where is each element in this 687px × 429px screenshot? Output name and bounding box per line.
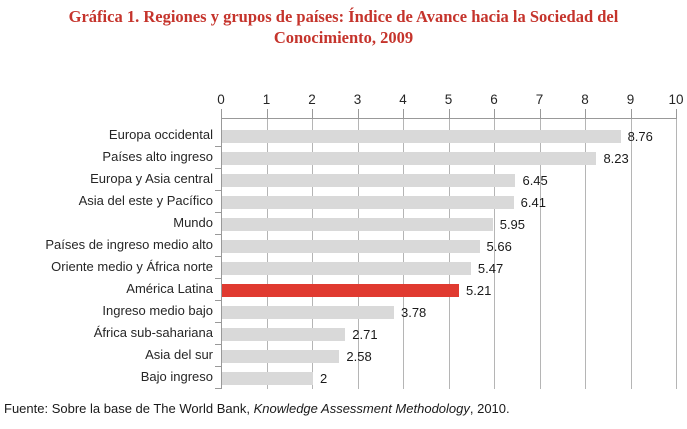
- category-label: Europa occidental: [108, 127, 213, 142]
- category-label: Oriente medio y África norte: [51, 259, 213, 274]
- x-axis-labels: 0 1 2 3 4 5 6 7 8 9 10: [217, 92, 683, 108]
- bar-value-label: 3.78: [400, 305, 427, 320]
- x-axis-tick-mark: [221, 109, 222, 118]
- bar-value-label: 5.21: [466, 283, 492, 298]
- y-axis-tick-mark: [215, 234, 221, 235]
- y-axis-tick-mark: [215, 168, 221, 169]
- bar: [222, 196, 514, 209]
- x-axis-tick-mark: [266, 109, 268, 118]
- x-axis-tick-mark: [448, 109, 450, 118]
- gridline: [266, 119, 268, 389]
- category-label: Asia del sur: [145, 347, 213, 362]
- bar: [222, 240, 480, 253]
- y-axis-tick-mark: [215, 212, 221, 213]
- x-axis-tick-label: 2: [308, 92, 316, 107]
- gridline: [357, 119, 359, 389]
- gridline: [539, 119, 541, 389]
- x-axis-tick-label: 7: [535, 92, 544, 107]
- chart-title-line2: Conocimiento, 2009: [273, 28, 414, 47]
- y-axis-tick-mark: [215, 300, 221, 301]
- bar: [222, 130, 621, 143]
- x-axis-tick-mark: [539, 109, 541, 118]
- x-axis-tick-mark: [630, 109, 632, 118]
- y-axis-tick-mark: [215, 388, 221, 389]
- bar: [222, 350, 340, 363]
- source-italic-title: Knowledge Assessment Methodology: [253, 401, 470, 416]
- x-axis-tick-mark: [403, 109, 404, 118]
- bar-value-label: 5.95: [499, 217, 526, 232]
- category-label: América Latina: [126, 281, 213, 296]
- y-axis-tick-mark: [215, 278, 221, 279]
- chart-title: Gráfica 1. Regiones y grupos de países: …: [0, 6, 687, 48]
- x-axis-tick-mark: [357, 109, 359, 118]
- bar-value-label: 2: [320, 371, 328, 386]
- y-axis-tick-mark: [215, 190, 221, 191]
- x-axis-tick-label: 9: [626, 92, 635, 107]
- x-axis-tick-mark: [676, 109, 677, 118]
- category-label: Asia del este y Pacífico: [78, 193, 213, 208]
- x-axis-tick-label: 0: [217, 92, 225, 107]
- x-axis-tick-label: 10: [668, 92, 684, 107]
- y-axis-tick-mark: [215, 256, 221, 257]
- bar: [222, 218, 493, 231]
- category-label: Mundo: [173, 215, 213, 230]
- chart-title-line1: Gráfica 1. Regiones y grupos de países: …: [68, 7, 619, 26]
- x-axis-tick-label: 8: [581, 92, 589, 107]
- x-axis-tick-label: 6: [490, 92, 498, 107]
- category-label: Ingreso medio bajo: [102, 303, 213, 318]
- bar-value-label: 2.71: [352, 327, 378, 342]
- bar: [222, 372, 313, 385]
- bar-highlight: [222, 284, 460, 297]
- category-label: Bajo ingreso: [140, 369, 213, 384]
- source-note: Fuente: Sobre la base de The World Bank,…: [4, 401, 510, 416]
- bar-value-label: 5.47: [477, 261, 504, 276]
- x-axis-tick-label: 3: [353, 92, 362, 107]
- y-axis-tick-mark: [215, 146, 221, 147]
- category-label: Países de ingreso medio alto: [45, 237, 213, 252]
- gridline: [403, 119, 404, 389]
- x-axis-tick-label: 5: [444, 92, 453, 107]
- gridline: [630, 119, 632, 389]
- x-axis-tick-mark: [585, 109, 586, 118]
- bar: [222, 174, 516, 187]
- bar: [222, 328, 346, 341]
- plot-area: 8.76 8.23 6.45 6.41 5.95 5.66 5.47 5.21 3.78 2.71…: [215, 109, 677, 389]
- x-axis-tick-mark: [494, 109, 495, 118]
- category-label: Europa y Asia central: [90, 171, 213, 186]
- gridline: [448, 119, 450, 389]
- y-axis-tick-mark: [215, 344, 221, 345]
- x-axis-tick-label: 1: [262, 92, 271, 107]
- bar-value-label: 5.66: [486, 239, 512, 254]
- source-prefix: Fuente: Sobre la base de The World Bank,: [4, 401, 254, 416]
- category-label: África sub-sahariana: [93, 325, 213, 340]
- bar-value-label: 2.58: [346, 349, 372, 364]
- bar-value-label: 6.41: [520, 195, 546, 210]
- gridline: [676, 119, 677, 389]
- bar: [222, 152, 597, 165]
- bar: [222, 262, 471, 275]
- gridline: [585, 119, 586, 389]
- category-label: Países alto ingreso: [102, 149, 213, 164]
- bar-value-label: 6.45: [522, 173, 548, 188]
- y-axis-tick-mark: [215, 322, 221, 323]
- bar-value-label: 8.76: [627, 129, 653, 144]
- x-axis-tick-label: 4: [399, 92, 407, 107]
- bar: [222, 306, 394, 319]
- gridline: [312, 119, 313, 389]
- gridline: [494, 119, 495, 389]
- source-suffix: , 2010.: [469, 401, 510, 416]
- y-axis-tick-mark: [215, 366, 221, 367]
- bar-value-label: 8.23: [603, 151, 629, 166]
- x-axis-tick-mark: [312, 109, 313, 118]
